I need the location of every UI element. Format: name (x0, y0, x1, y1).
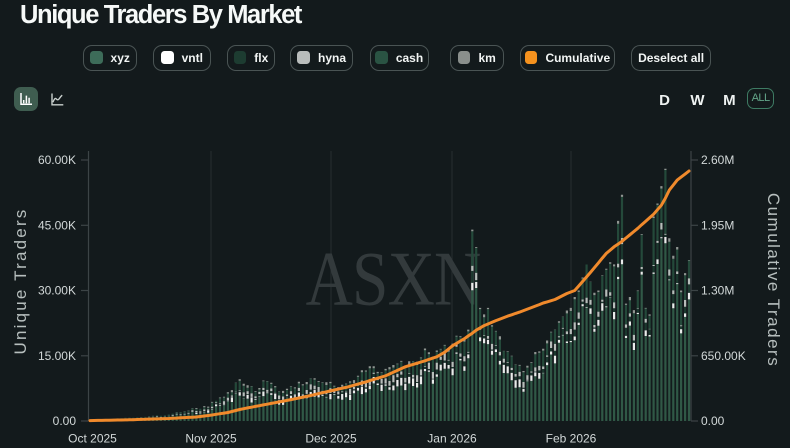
svg-text:2.60M: 2.60M (701, 153, 734, 167)
svg-text:Unique Traders: Unique Traders (11, 207, 30, 354)
svg-text:45.00K: 45.00K (38, 218, 76, 232)
svg-text:1.30M: 1.30M (701, 284, 734, 298)
svg-text:650.00K: 650.00K (701, 349, 746, 363)
svg-text:ASXN: ASXN (306, 236, 481, 321)
svg-text:1.95M: 1.95M (701, 218, 734, 232)
svg-text:Jan 2026: Jan 2026 (427, 432, 477, 446)
svg-text:15.00K: 15.00K (38, 349, 76, 363)
svg-text:Dec 2025: Dec 2025 (305, 432, 357, 446)
svg-text:0.00: 0.00 (701, 414, 725, 428)
svg-text:Cumulative Traders: Cumulative Traders (764, 193, 783, 367)
svg-text:Feb 2026: Feb 2026 (546, 432, 597, 446)
svg-text:60.00K: 60.00K (38, 153, 76, 167)
svg-text:0.00: 0.00 (53, 414, 77, 428)
svg-text:Oct 2025: Oct 2025 (68, 432, 117, 446)
svg-text:Nov 2025: Nov 2025 (185, 432, 237, 446)
svg-text:30.00K: 30.00K (38, 284, 76, 298)
